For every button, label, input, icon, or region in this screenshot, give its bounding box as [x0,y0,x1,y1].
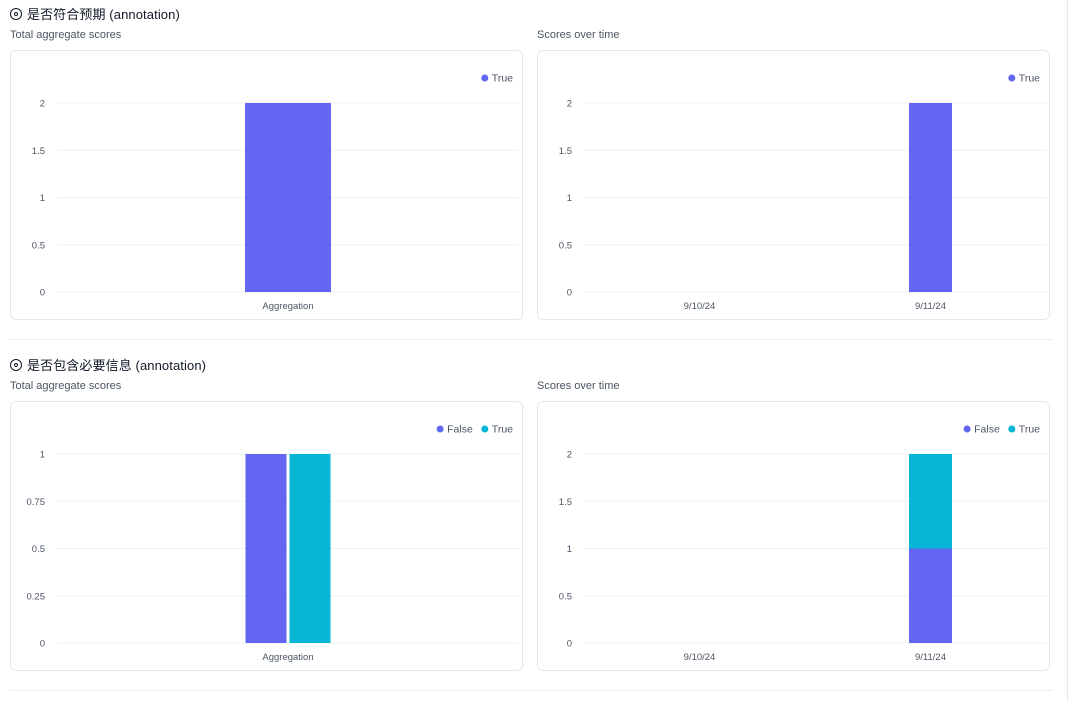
scores-over-time-label: Scores over time [537,29,620,41]
x-tick-label: Aggregation [262,301,313,312]
total-aggregate-label: Total aggregate scores [10,29,122,41]
bar-true[interactable] [289,454,331,643]
y-tick-label: 0 [40,288,45,299]
legend-dot [1008,425,1016,433]
y-tick-label: 0 [567,639,572,650]
legend-label: False [447,424,473,436]
bar-true[interactable] [909,454,952,549]
legend-label: True [1019,73,1040,85]
y-tick-label: 1.5 [32,146,45,157]
section-title-text: 是否包含必要信息 (annotation) [27,358,207,373]
y-tick-label: 0 [567,288,572,299]
section-title-1: 是否符合预期 (annotation) [10,4,180,23]
x-tick-label: 9/10/24 [684,301,716,312]
bar-false[interactable] [245,454,287,643]
scrollbar-track[interactable] [1067,0,1068,701]
scores-over-time-chart-card: 0 0.5 1 1.5 2 9/10/24 9/11/24 True False [537,401,1050,671]
y-tick-label: 0.5 [32,240,45,251]
y-tick-label: 0.75 [27,497,46,508]
scores-over-time-chart: 0 0.5 1 1.5 2 9/10/24 9/11/24 True False [559,424,1046,663]
y-tick-label: 1.5 [559,146,572,157]
total-aggregate-label: Total aggregate scores [10,380,122,392]
scores-over-time-chart-card: 0 0.5 1 1.5 2 9/10/24 9/11/24 True [537,50,1050,320]
x-tick-label: Aggregation [262,652,313,663]
total-aggregate-chart: 0 0.5 1 1.5 2 Aggregation True [32,73,519,312]
y-tick-label: 0 [40,639,45,650]
target-icon [10,7,22,20]
y-tick-label: 0.5 [32,544,45,555]
scores-over-time-chart: 0 0.5 1 1.5 2 9/10/24 9/11/24 True [559,73,1046,312]
legend-label: False [974,424,1000,436]
y-tick-label: 1 [40,450,45,461]
legend-label: True [1019,424,1040,436]
section-title-2: 是否包含必要信息 (annotation) [10,355,206,374]
y-tick-label: 1.5 [559,497,572,508]
section-title-text: 是否符合预期 (annotation) [27,7,180,22]
y-tick-label: 2 [40,99,45,110]
x-tick-label: 9/10/24 [684,652,716,663]
legend-dot [1008,74,1016,82]
y-tick-label: 1 [567,193,572,204]
bar-false[interactable] [909,548,952,644]
y-tick-label: 0.5 [559,240,572,251]
x-tick-label: 9/11/24 [915,652,946,663]
total-aggregate-chart: 0 0.25 0.5 0.75 1 Aggregation True False [27,424,519,663]
legend-label: True [492,424,513,436]
total-aggregate-chart-card: 0 0.5 1 1.5 2 Aggregation True [10,50,523,320]
legend-dot [481,74,489,82]
section-divider [10,339,1053,340]
legend-label: True [492,73,513,85]
x-tick-label: 9/11/24 [915,301,946,312]
y-tick-label: 2 [567,99,572,110]
total-aggregate-chart-card: 0 0.25 0.5 0.75 1 Aggregation True False [10,401,523,671]
bar-true[interactable] [245,103,331,292]
y-tick-label: 0.5 [559,591,572,602]
y-tick-label: 0.25 [27,591,46,602]
legend-dot [481,425,489,433]
section-divider [10,690,1053,691]
y-tick-label: 1 [567,544,572,555]
scores-over-time-label: Scores over time [537,380,620,392]
y-tick-label: 1 [40,193,45,204]
target-icon [10,358,22,371]
y-tick-label: 2 [567,450,572,461]
legend-dot [436,425,444,433]
legend-dot [963,425,971,433]
bar-true[interactable] [909,103,952,292]
